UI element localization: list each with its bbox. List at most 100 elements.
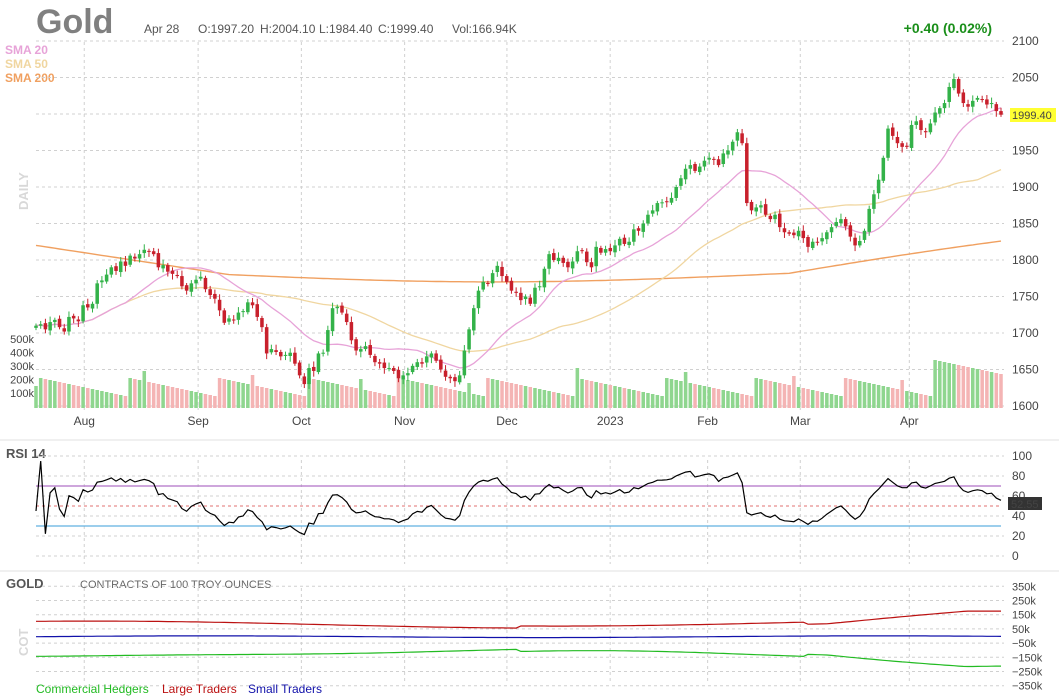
candle-body bbox=[801, 230, 806, 239]
candle-body bbox=[109, 267, 114, 275]
volume-bar bbox=[227, 380, 231, 408]
candle-body bbox=[170, 270, 175, 274]
large-traders-line bbox=[36, 610, 1001, 629]
volume-bar bbox=[928, 396, 933, 408]
candle-body bbox=[622, 237, 627, 244]
volume-bar bbox=[834, 395, 839, 408]
volume-bar bbox=[123, 396, 128, 408]
volume-bar bbox=[156, 384, 161, 408]
candles bbox=[34, 73, 1003, 389]
volume-bar bbox=[665, 378, 669, 408]
cot-title: GOLD bbox=[6, 576, 44, 591]
volume-bar bbox=[890, 388, 895, 408]
candle-body bbox=[721, 153, 726, 165]
volume-bar bbox=[613, 386, 617, 408]
candle-body bbox=[773, 214, 777, 220]
candle-body bbox=[161, 265, 165, 269]
candle-body bbox=[768, 215, 773, 220]
candle-body bbox=[481, 281, 485, 290]
volume-bar bbox=[344, 386, 349, 408]
candle-body bbox=[679, 178, 683, 186]
candle-body bbox=[933, 112, 937, 123]
candle-body bbox=[307, 368, 311, 385]
candle-body bbox=[759, 205, 763, 208]
volume-bar bbox=[730, 392, 735, 408]
candle-body bbox=[716, 159, 721, 166]
candle-body bbox=[665, 201, 669, 203]
close-value: C:1999.40 bbox=[378, 22, 434, 36]
candle-body bbox=[697, 166, 702, 173]
candle-body bbox=[67, 316, 71, 332]
candle-body bbox=[114, 266, 118, 271]
candle-body bbox=[118, 261, 123, 273]
candle-body bbox=[443, 370, 448, 377]
candle-body bbox=[547, 254, 551, 269]
volume-bar bbox=[909, 392, 914, 408]
candle-body bbox=[48, 322, 52, 331]
volume-bar bbox=[876, 385, 881, 408]
volume-bar bbox=[71, 385, 76, 408]
volume-bar bbox=[961, 366, 966, 408]
volume-bar bbox=[853, 380, 857, 408]
commercial-hedgers-line bbox=[36, 648, 1001, 668]
candle-body bbox=[862, 230, 867, 240]
candle-body bbox=[970, 100, 975, 107]
volume-bar bbox=[773, 382, 777, 408]
candle-body bbox=[599, 247, 603, 253]
candle-body bbox=[260, 318, 264, 328]
candle-body bbox=[966, 104, 970, 107]
candle-body bbox=[740, 133, 744, 144]
volume-bar bbox=[387, 395, 391, 408]
volume-bar bbox=[980, 370, 984, 408]
candle-body bbox=[693, 164, 697, 171]
candle-body bbox=[537, 286, 542, 288]
candle-body bbox=[142, 249, 147, 254]
cot-tick-label: −350k bbox=[1012, 681, 1043, 693]
volume-bar bbox=[641, 392, 646, 408]
volume-bar bbox=[264, 388, 269, 408]
volume-bar bbox=[603, 384, 608, 408]
candle-body bbox=[349, 322, 354, 341]
candle-body bbox=[985, 99, 989, 105]
volume-bar bbox=[401, 379, 405, 408]
candle-body bbox=[613, 245, 617, 253]
candle-body bbox=[589, 262, 594, 268]
volume-bar bbox=[669, 379, 674, 408]
candle-body bbox=[777, 213, 782, 228]
volume-value: Vol:166.94K bbox=[452, 22, 517, 36]
volume-bar bbox=[76, 386, 81, 408]
rsi-last-badge: 52.55 bbox=[1008, 497, 1042, 511]
candle-body bbox=[382, 362, 387, 369]
candle-body bbox=[151, 251, 156, 255]
volume-bar bbox=[683, 372, 688, 408]
volume-bar bbox=[914, 393, 919, 408]
volume-bar bbox=[561, 394, 565, 408]
candle-body bbox=[655, 203, 660, 212]
candle-body bbox=[566, 261, 570, 268]
x-axis: Aug Sep Oct Nov Dec 2023 Feb Mar Apr bbox=[74, 414, 919, 428]
volume-bar bbox=[128, 378, 132, 408]
volume-bar bbox=[679, 381, 683, 408]
candle-body bbox=[575, 251, 580, 262]
month-tick-label: Mar bbox=[790, 414, 811, 428]
volume-bar bbox=[528, 387, 533, 408]
volume-bar bbox=[707, 387, 711, 408]
volume-bar bbox=[250, 375, 255, 408]
volume-bar bbox=[184, 390, 189, 408]
candle-body bbox=[942, 103, 947, 109]
volume-bar bbox=[956, 365, 961, 408]
price-tick-label: 1750 bbox=[1012, 290, 1039, 304]
volume-bar bbox=[970, 368, 975, 408]
candle-body bbox=[952, 78, 956, 89]
candle-body bbox=[420, 362, 424, 364]
candle-body bbox=[872, 194, 876, 209]
candle-body bbox=[439, 359, 443, 370]
volume-bar bbox=[872, 384, 876, 408]
volume-bar bbox=[617, 387, 622, 408]
volume-bar bbox=[34, 386, 38, 408]
candle-body bbox=[86, 304, 90, 308]
month-tick-label: Sep bbox=[187, 414, 209, 428]
candle-body bbox=[62, 328, 67, 332]
volume-bar bbox=[796, 387, 801, 408]
volume-bar bbox=[900, 380, 904, 408]
